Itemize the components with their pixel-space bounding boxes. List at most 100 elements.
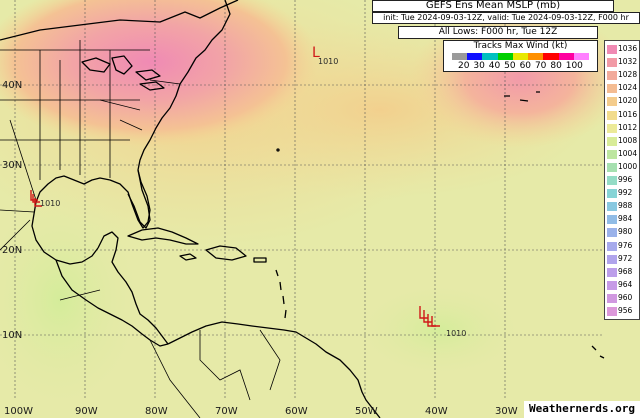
wind-legend: Tracks Max Wind (kt) 20 30 40 50 60 70 80 100 [443, 40, 598, 72]
lat-label-40n: 40N [2, 80, 22, 91]
lon-label-30w: 30W [495, 406, 518, 417]
wind-tick-20: 20 [458, 61, 470, 71]
wind-tick-50: 50 [504, 61, 516, 71]
mslp-value: 988 [618, 201, 633, 211]
mslp-value: 1028 [618, 70, 638, 80]
init-valid-line: init: Tue 2024-09-03-12Z, valid: Tue 202… [372, 12, 640, 24]
mslp-legend-row-996: 996 [605, 175, 639, 185]
mslp-value: 996 [618, 175, 633, 184]
wind-swatch-6 [543, 53, 559, 60]
mslp-legend-row-972: 972 [605, 254, 639, 264]
coastlines [0, 0, 605, 418]
mslp-legend-row-956: 956 [605, 306, 639, 316]
mslp-legend-row-1016: 1016 [605, 110, 639, 120]
mslp-legend-row-992: 992 [605, 188, 639, 199]
mslp-swatch [607, 254, 617, 264]
wind-tick-40: 40 [488, 61, 501, 71]
political-borders [0, 40, 281, 418]
wind-tick-70: 70 [534, 61, 547, 71]
mslp-legend-row-1024: 1024 [605, 83, 639, 94]
mslp-legend-row-1000: 1000 [605, 162, 639, 172]
mslp-legend-row-984: 984 [605, 214, 639, 225]
lon-label-40w: 40W [425, 406, 448, 417]
mslp-legend-row-1020: 1020 [605, 96, 639, 107]
wind-tick-100: 100 [565, 61, 583, 71]
mslp-value: 1004 [618, 148, 638, 158]
mslp-value: 976 [618, 240, 633, 250]
wind-tick-labels: 20 30 40 50 60 70 80 100 [458, 61, 583, 71]
mslp-value: 1036 [618, 44, 638, 53]
wind-tick-80: 80 [550, 61, 562, 71]
mslp-swatch [607, 149, 617, 159]
low-pressure-value-tropical: 1010 [446, 329, 466, 338]
low-center-east: L 1010 [312, 45, 338, 66]
wind-swatch-3 [497, 53, 513, 60]
mslp-value: 992 [618, 188, 633, 198]
low-pressure-tropical [350, 280, 530, 380]
mslp-swatch [607, 228, 617, 238]
mslp-swatch [607, 280, 617, 290]
mslp-legend-row-1012: 1012 [605, 123, 639, 133]
wind-color-bar [452, 53, 589, 60]
lows-caption: All Lows: F000 hr, Tue 12Z [398, 26, 598, 39]
mslp-value: 1020 [618, 96, 638, 106]
storm-tracks [30, 190, 440, 327]
mslp-swatch [607, 97, 617, 107]
wind-tick-30: 30 [473, 61, 485, 71]
lon-label-60w: 60W [285, 406, 308, 417]
mslp-swatch [607, 136, 617, 146]
wind-swatch-2 [482, 53, 498, 60]
credit-label: Weathernerds.org [524, 401, 640, 418]
mslp-value: 980 [618, 227, 633, 237]
mslp-value: 1008 [618, 135, 638, 145]
mslp-value: 964 [618, 279, 633, 289]
lon-label-70w: 70W [215, 406, 238, 417]
mslp-value: 960 [618, 292, 633, 302]
mslp-legend: 1036 1032 1028 1024 1020 1016 1012 1008 1004 1000… [604, 40, 640, 320]
wind-swatch-4 [512, 53, 529, 60]
low-pressure-value-east: 1010 [318, 57, 338, 66]
mslp-value: 1000 [618, 161, 638, 171]
lon-label-80w: 80W [145, 406, 168, 417]
mslp-value: 984 [618, 214, 633, 224]
wind-legend-title: Tracks Max Wind (kt) [473, 41, 568, 51]
mslp-swatch [607, 241, 617, 251]
mslp-value: 1016 [618, 109, 638, 119]
mslp-swatch [607, 123, 617, 133]
mslp-swatch [607, 71, 617, 81]
mslp-value: 972 [618, 253, 633, 263]
wind-swatch-0 [452, 53, 468, 60]
wind-swatch-1 [467, 53, 483, 60]
mslp-legend-row-964: 964 [605, 280, 639, 290]
mslp-legend-row-1008: 1008 [605, 136, 639, 146]
mslp-swatch [607, 162, 617, 172]
lon-label-50w: 50W [355, 406, 378, 417]
lon-label-90w: 90W [75, 406, 98, 417]
mslp-legend-row-1032: 1032 [605, 57, 639, 68]
mslp-swatch [607, 202, 617, 212]
mslp-value: 956 [618, 306, 633, 315]
lat-label-20n: 20N [2, 245, 22, 256]
mslp-legend-row-960: 960 [605, 293, 639, 303]
mslp-legend-row-980: 980 [605, 227, 639, 238]
lon-label-100w: 100W [4, 406, 33, 417]
mslp-swatch [607, 45, 617, 54]
mslp-legend-row-1036: 1036 [605, 44, 639, 54]
lat-label-10n: 10N [2, 330, 22, 341]
mslp-value: 1032 [618, 57, 638, 67]
mslp-swatch [607, 215, 617, 225]
mslp-value: 1024 [618, 83, 638, 93]
wind-swatch-5 [528, 53, 544, 60]
wind-swatch-8 [573, 53, 589, 60]
wind-swatch-7 [558, 53, 574, 60]
low-center-tropical: 1010 [446, 329, 466, 338]
mslp-value: 1012 [618, 122, 638, 132]
wind-tick-60: 60 [519, 61, 532, 71]
mslp-swatch [607, 58, 617, 68]
track-mark-tropical [419, 306, 428, 319]
mslp-legend-row-976: 976 [605, 241, 639, 251]
low-center-gulf: 1010 [40, 199, 60, 208]
low-pressure-value-gulf: 1010 [40, 199, 60, 208]
mslp-swatch [607, 84, 617, 94]
